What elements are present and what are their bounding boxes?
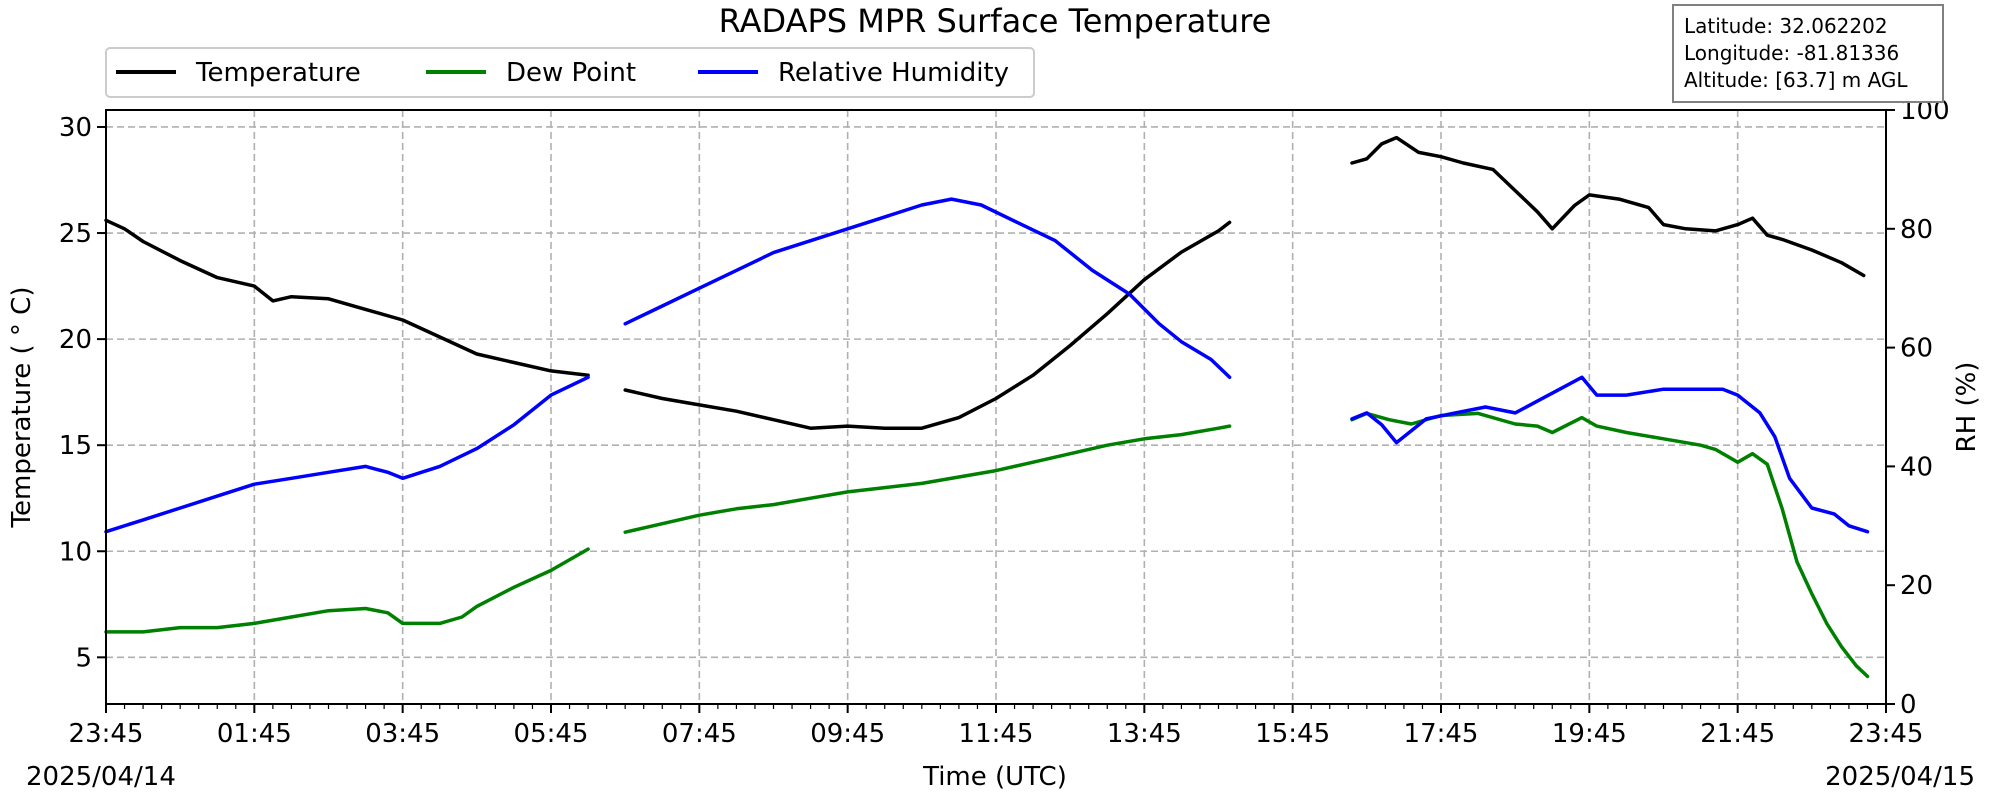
dew-point-line [104, 547, 590, 634]
x-tick-label: 13:45 [1107, 719, 1182, 749]
x-tick-label: 17:45 [1404, 719, 1479, 749]
y-left-tick-label: 20 [59, 325, 92, 355]
chart-title: RADAPS MPR Surface Temperature [719, 2, 1272, 40]
x-tick-label: 03:45 [365, 719, 440, 749]
y-left-tick-label: 15 [59, 431, 92, 461]
legend-rh-label: Relative Humidity [778, 58, 1009, 88]
x-axis-label: Time (UTC) [922, 762, 1067, 792]
relative-humidity-line [104, 375, 590, 534]
dew-point-line [1350, 411, 1870, 679]
legend-dewpoint-label: Dew Point [506, 58, 636, 88]
x-tick-label: 07:45 [662, 719, 737, 749]
y-left-tick-label: 25 [59, 219, 92, 249]
temperature-line [1350, 135, 1866, 278]
x-tick-label: 21:45 [1700, 719, 1775, 749]
x-ticks: 23:45 01:45 03:45 05:45 07:45 09:45 11:45 13:45… [69, 704, 1924, 749]
y-left-axis-label: Temperature ( ° C) [7, 287, 37, 529]
y-right-axis-label: RH (%) [1952, 362, 1982, 453]
temperature-line [104, 218, 590, 377]
x-tick-label: 11:45 [959, 719, 1034, 749]
x-tick-label: 23:45 [1849, 719, 1924, 749]
date-end-label: 2025/04/15 [1825, 762, 1975, 792]
info-box-frame [1672, 4, 1944, 103]
y-right-tick-label: 40 [1900, 452, 1933, 482]
x-tick-label: 19:45 [1552, 719, 1627, 749]
y-right-tick-label: 20 [1900, 571, 1933, 601]
y-left-tick-label: 10 [59, 537, 92, 567]
info-latitude: Latitude: 32.062202 [1684, 14, 1888, 38]
y-right-tick-label: 0 [1900, 690, 1917, 720]
info-altitude: Altitude: [63.7] m AGL [1684, 68, 1908, 92]
x-tick-label: 15:45 [1255, 719, 1330, 749]
temperature-line [623, 220, 1232, 430]
y-right-tick-label: 80 [1900, 215, 1933, 245]
legend: Temperature Dew Point Relative Humidity [105, 47, 1035, 98]
y-left-tick-label: 5 [75, 643, 92, 673]
x-tick-label: 05:45 [514, 719, 589, 749]
date-start-label: 2025/04/14 [26, 762, 176, 792]
y-left-tick-label: 30 [59, 113, 92, 143]
x-tick-label: 23:45 [69, 719, 144, 749]
info-box: Latitude: 32.062202 Longitude: -81.81336… [1672, 4, 1944, 103]
legend-frame [105, 47, 1035, 98]
dew-point-line [623, 424, 1232, 534]
relative-humidity-line [623, 197, 1232, 380]
relative-humidity-line [1350, 375, 1870, 534]
plot-series [104, 135, 1870, 679]
y-left-ticks: 5 10 15 20 25 30 [59, 113, 106, 673]
y-right-tick-label: 60 [1900, 334, 1933, 364]
x-tick-label: 09:45 [810, 719, 885, 749]
x-tick-label: 01:45 [217, 719, 292, 749]
info-longitude: Longitude: -81.81336 [1684, 41, 1899, 65]
legend-temperature-label: Temperature [195, 58, 361, 88]
